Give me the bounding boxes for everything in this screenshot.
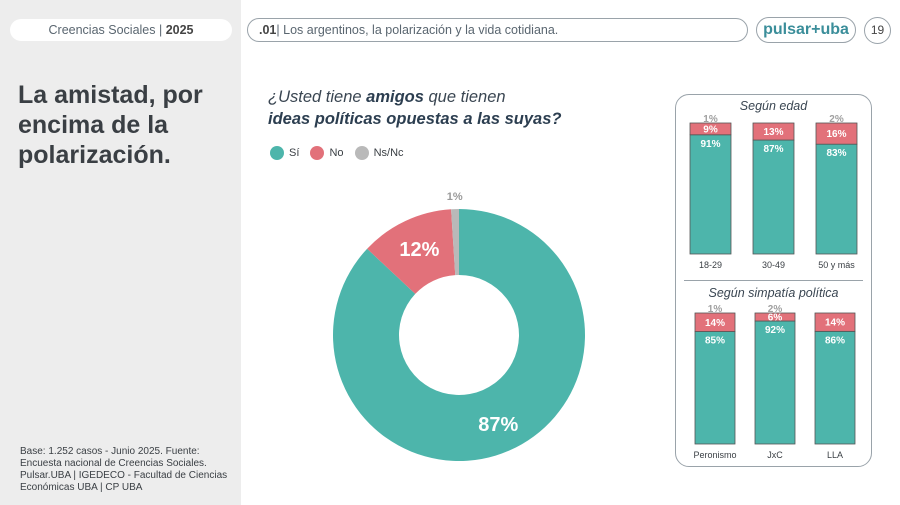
donut-label-no: 12% [399, 239, 439, 261]
bar-label-politics-1-nsnc: 2% [768, 304, 783, 315]
section-pill: Creencias Sociales | 2025 [10, 19, 232, 41]
page-title: La amistad, por encima de la polarizació… [18, 81, 203, 169]
donut-slice-no [367, 209, 456, 294]
bar-label-politics-2-si: 86% [825, 335, 845, 346]
legend-item-no: No [310, 146, 344, 160]
chapter-pill: .01| Los argentinos, la polarización y l… [247, 18, 748, 42]
question: ¿Usted tiene amigos que tienen ideas polí… [268, 86, 598, 130]
bar-label-age-0-nsnc: 1% [703, 114, 718, 125]
legend-item-si: Sí [270, 146, 299, 160]
donut-slice-si [333, 209, 585, 461]
bar-label-politics-1-si: 92% [765, 325, 785, 336]
bar-category-age-0: 18-29 [699, 260, 722, 270]
bar-label-age-0-no: 9% [703, 124, 718, 135]
page-number: 19 [864, 17, 891, 44]
bar-category-politics-1: JxC [767, 450, 783, 460]
panel-divider [684, 280, 863, 281]
bar-label-politics-0-no: 14% [705, 318, 725, 329]
legend-swatch-si [270, 146, 284, 160]
bar-category-politics-0: Peronismo [693, 450, 736, 460]
donut-label-si: 87% [478, 414, 518, 436]
section-year: 2025 [165, 23, 194, 37]
section-label: Creencias Sociales | [48, 23, 166, 37]
bar-label-age-0-si: 91% [700, 139, 720, 150]
sidebar [0, 0, 241, 505]
bar-category-politics-2: LLA [827, 450, 843, 460]
question-strong-2: ideas políticas opuestas a las suyas? [268, 110, 562, 128]
bar-politics-0-si [694, 331, 736, 445]
legend-item-nsnc: Ns/Nc [354, 146, 404, 160]
bar-politics-1-no [754, 312, 796, 322]
bar-label-age-1-si: 87% [763, 144, 783, 155]
legend: Sí No Ns/Nc [270, 146, 412, 160]
politics-panel-title: Según simpatía política [708, 286, 839, 300]
question-mid: que tienen [423, 88, 506, 106]
bar-politics-0-no [694, 312, 736, 332]
bar-label-age-2-si: 83% [826, 148, 846, 159]
bar-label-age-2-nsnc: 2% [829, 114, 844, 125]
footnote: Base: 1.252 casos - Junio 2025. Fuente: … [20, 446, 228, 493]
bar-label-politics-0-si: 85% [705, 336, 725, 347]
bar-label-age-1-no: 13% [763, 127, 783, 138]
legend-swatch-no [310, 146, 325, 160]
bar-label-politics-0-nsnc: 1% [708, 304, 723, 315]
bar-label-politics-2-no: 14% [825, 318, 845, 329]
bar-age-0-no [689, 122, 732, 136]
bar-age-1-no [752, 122, 795, 141]
bar-politics-1-si [754, 320, 796, 445]
legend-swatch-nsnc [354, 146, 369, 160]
bar-label-age-2-no: 16% [826, 129, 846, 140]
donut-label-nsnc: 1% [447, 191, 463, 203]
bar-politics-2-no [814, 312, 856, 332]
chapter-number: .01 [259, 23, 277, 37]
brand-logo: pulsar+uba [756, 17, 856, 43]
bar-politics-2-si [814, 330, 856, 445]
legend-label-no: No [329, 147, 344, 159]
age-panel-title: Según edad [739, 99, 808, 113]
bar-label-politics-1-no: 6% [768, 313, 783, 324]
bar-age-1-si [752, 139, 795, 255]
bar-age-2-si [815, 143, 858, 255]
donut-chart: 87% 12% 1% [333, 191, 585, 461]
question-strong-1: amigos [366, 88, 424, 106]
question-pre: ¿Usted tiene [268, 88, 367, 106]
bar-age-0-si [689, 134, 732, 255]
legend-label-si: Sí [289, 147, 300, 159]
donut-slice-nsnc [451, 209, 459, 276]
breakdown-panel [675, 94, 872, 467]
bar-category-age-1: 30-49 [762, 260, 785, 270]
bar-category-age-2: 50 y más [818, 260, 855, 270]
bar-age-2-no [815, 122, 858, 145]
legend-label-nsnc: Ns/Nc [373, 147, 404, 159]
chapter-title: | Los argentinos, la polarización y la v… [276, 23, 559, 37]
